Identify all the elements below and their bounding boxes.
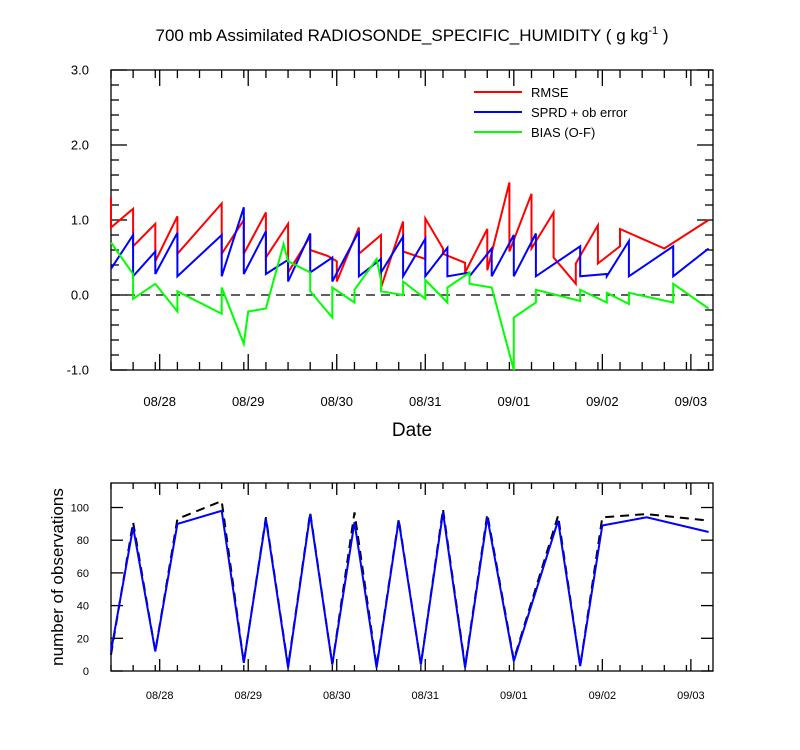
x-tick-label: 08/29 bbox=[234, 690, 262, 702]
bottom-series bbox=[110, 499, 709, 668]
x-tick-label: 09/03 bbox=[677, 690, 705, 702]
x-tick-label: 08/30 bbox=[320, 394, 353, 409]
y-axis-label: number of observations bbox=[48, 488, 67, 666]
y-tick-label: 0.0 bbox=[71, 288, 89, 303]
bottom-x-tick-labels: 08/28 08/29 08/30 08/31 09/01 09/02 09/03 bbox=[146, 690, 705, 702]
rmse-chart: 700 mb Assimilated RADIOSONDE_SPECIFIC_H… bbox=[67, 25, 714, 441]
x-axis-label: Date bbox=[392, 420, 432, 441]
x-tick-label: 09/01 bbox=[498, 394, 531, 409]
x-tick-label: 08/28 bbox=[146, 690, 174, 702]
top-x-tick-labels: 08/28 08/29 08/30 08/31 09/01 09/02 09/03 bbox=[143, 394, 707, 409]
observations-chart: 0 20 40 60 80 100 08/28 08/29 08/30 08/31 09/01 09… bbox=[48, 482, 714, 702]
y-tick-label: 2.0 bbox=[71, 138, 89, 153]
chart-title: 700 mb Assimilated RADIOSONDE_SPECIFIC_H… bbox=[156, 25, 669, 45]
series-line-sprd-ob-error bbox=[110, 206, 710, 282]
x-tick-label: 09/02 bbox=[586, 394, 619, 409]
x-tick-label: 08/31 bbox=[412, 690, 440, 702]
series-line-rmse bbox=[110, 182, 710, 288]
bottom-y-tick-labels: 0 20 40 60 80 100 bbox=[71, 502, 89, 677]
x-tick-label: 08/30 bbox=[323, 690, 351, 702]
series-line-bias-o-f bbox=[110, 240, 710, 371]
top-y-tick-labels: -1.0 0.0 1.0 2.0 3.0 bbox=[67, 63, 89, 378]
x-tick-label: 09/02 bbox=[589, 690, 617, 702]
legend: RMSE SPRD + ob error BIAS (O-F) bbox=[474, 85, 628, 140]
x-tick-label: 08/29 bbox=[232, 394, 265, 409]
bottom-plot-frame bbox=[110, 482, 714, 672]
y-tick-label: 40 bbox=[77, 601, 89, 613]
x-tick-label: 09/01 bbox=[500, 690, 528, 702]
bottom-ticks bbox=[110, 483, 713, 672]
x-tick-label: 08/31 bbox=[409, 394, 442, 409]
legend-label: RMSE bbox=[531, 85, 569, 100]
y-tick-label: 0 bbox=[83, 666, 89, 678]
y-tick-label: 3.0 bbox=[71, 63, 89, 78]
y-tick-label: 1.0 bbox=[71, 213, 89, 228]
title-end: ) bbox=[658, 26, 668, 45]
y-tick-label: 20 bbox=[77, 633, 89, 645]
legend-label: SPRD + ob error bbox=[531, 105, 628, 120]
series-line-assimilated bbox=[110, 509, 709, 668]
top-series bbox=[110, 182, 710, 371]
title-main: 700 mb Assimilated RADIOSONDE_SPECIFIC_H… bbox=[156, 26, 649, 45]
y-tick-label: 100 bbox=[71, 502, 89, 514]
legend-label: BIAS (O-F) bbox=[531, 125, 595, 140]
x-tick-label: 08/28 bbox=[143, 394, 176, 409]
y-tick-label: -1.0 bbox=[67, 363, 89, 378]
top-ticks bbox=[110, 69, 713, 371]
title-superscript: -1 bbox=[648, 25, 658, 37]
y-tick-label: 80 bbox=[77, 535, 89, 547]
y-tick-label: 60 bbox=[77, 568, 89, 580]
x-tick-label: 09/03 bbox=[675, 394, 708, 409]
series-line-possible bbox=[110, 499, 709, 667]
